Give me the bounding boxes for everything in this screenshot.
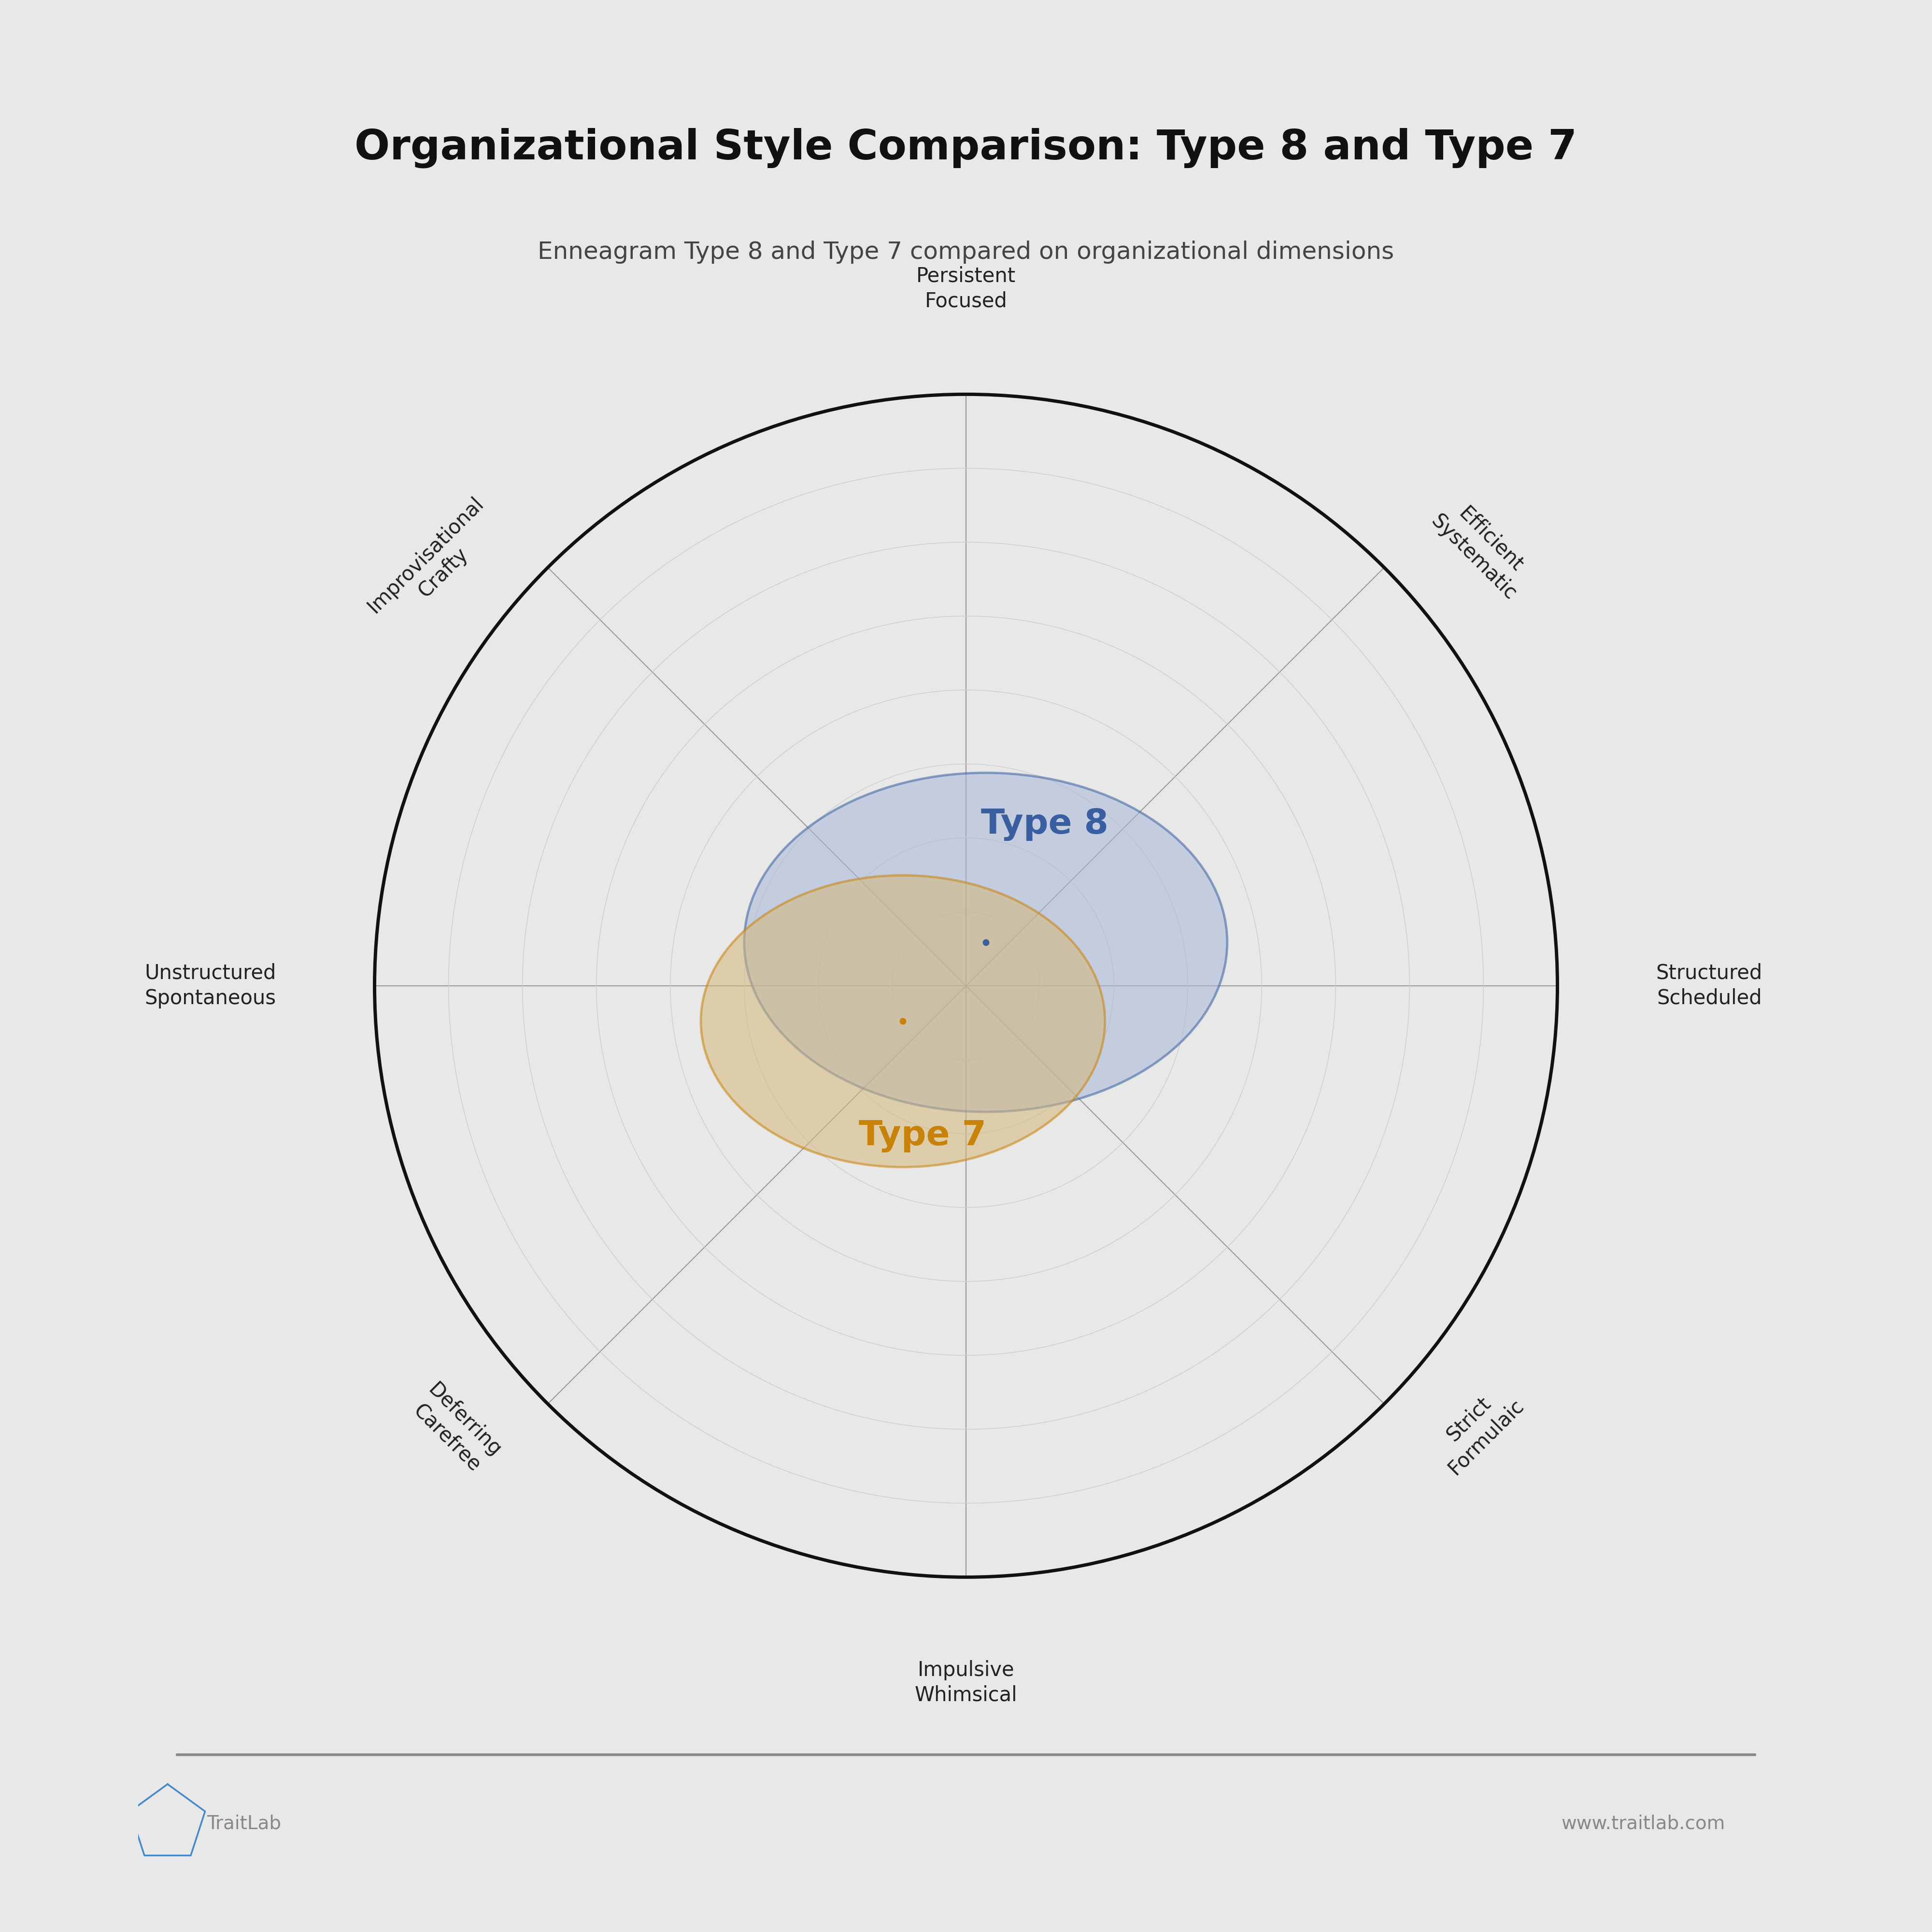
Text: www.traitlab.com: www.traitlab.com: [1561, 1814, 1725, 1833]
Text: Strict
Formulaic: Strict Formulaic: [1426, 1378, 1528, 1478]
Text: Deferring
Carefree: Deferring Carefree: [406, 1379, 506, 1478]
Ellipse shape: [701, 875, 1105, 1167]
Text: Type 8: Type 8: [981, 808, 1109, 840]
Text: Unstructured
Spontaneous: Unstructured Spontaneous: [145, 962, 276, 1009]
Text: Organizational Style Comparison: Type 8 and Type 7: Organizational Style Comparison: Type 8 …: [355, 128, 1577, 168]
Text: TraitLab: TraitLab: [207, 1814, 282, 1833]
Text: Efficient
Systematic: Efficient Systematic: [1426, 493, 1538, 605]
Text: Improvisational
Crafty: Improvisational Crafty: [363, 493, 506, 634]
Ellipse shape: [744, 773, 1227, 1113]
Text: Enneagram Type 8 and Type 7 compared on organizational dimensions: Enneagram Type 8 and Type 7 compared on …: [537, 242, 1395, 265]
Text: Persistent
Focused: Persistent Focused: [916, 267, 1016, 311]
Text: Structured
Scheduled: Structured Scheduled: [1656, 962, 1762, 1009]
Text: Impulsive
Whimsical: Impulsive Whimsical: [914, 1660, 1018, 1706]
Text: Type 7: Type 7: [860, 1119, 987, 1151]
